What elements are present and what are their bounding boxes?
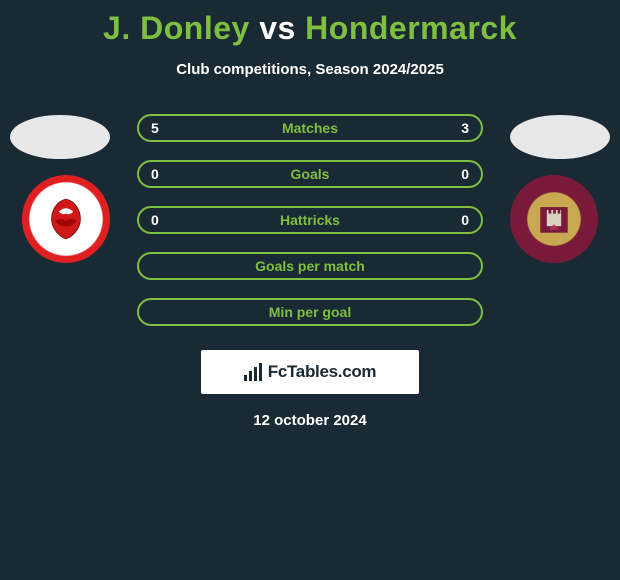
- player2-club-crest: [510, 175, 598, 263]
- player1-avatar: [10, 115, 110, 159]
- avatar-placeholder-icon: [10, 115, 110, 159]
- stat-row: 0Goals0: [137, 160, 483, 188]
- stat-row: Goals per match: [137, 252, 483, 280]
- stat-value-left: 0: [151, 166, 191, 182]
- vs-text: vs: [259, 10, 296, 46]
- comparison-title: J. Donley vs Hondermarck: [0, 0, 620, 47]
- stat-row: Min per goal: [137, 298, 483, 326]
- stat-value-left: 5: [151, 120, 191, 136]
- stat-row: 5Matches3: [137, 114, 483, 142]
- castle-crest-icon: [527, 192, 581, 246]
- stat-value-right: 0: [429, 166, 469, 182]
- stat-label: Min per goal: [139, 304, 481, 320]
- stat-row: 0Hattricks0: [137, 206, 483, 234]
- logo-text: FcTables.com: [268, 362, 377, 382]
- dragon-crest-icon: [39, 192, 93, 246]
- subtitle: Club competitions, Season 2024/2025: [0, 61, 620, 78]
- player2-name: Hondermarck: [305, 10, 517, 46]
- stat-value-right: 3: [429, 120, 469, 136]
- stat-value-right: 0: [429, 212, 469, 228]
- player1-name: J. Donley: [103, 10, 250, 46]
- stats-table: 5Matches3 0Goals0 0Hattricks0 Goals per mat…: [137, 114, 483, 326]
- date-text: 12 october 2024: [0, 412, 620, 429]
- player1-club-crest: [22, 175, 110, 263]
- player2-avatar: [510, 115, 610, 159]
- avatar-placeholder-icon: [510, 115, 610, 159]
- bar-chart-icon: [244, 363, 262, 381]
- stat-label: Goals per match: [139, 258, 481, 274]
- fctables-logo: FcTables.com: [201, 350, 419, 394]
- stat-value-left: 0: [151, 212, 191, 228]
